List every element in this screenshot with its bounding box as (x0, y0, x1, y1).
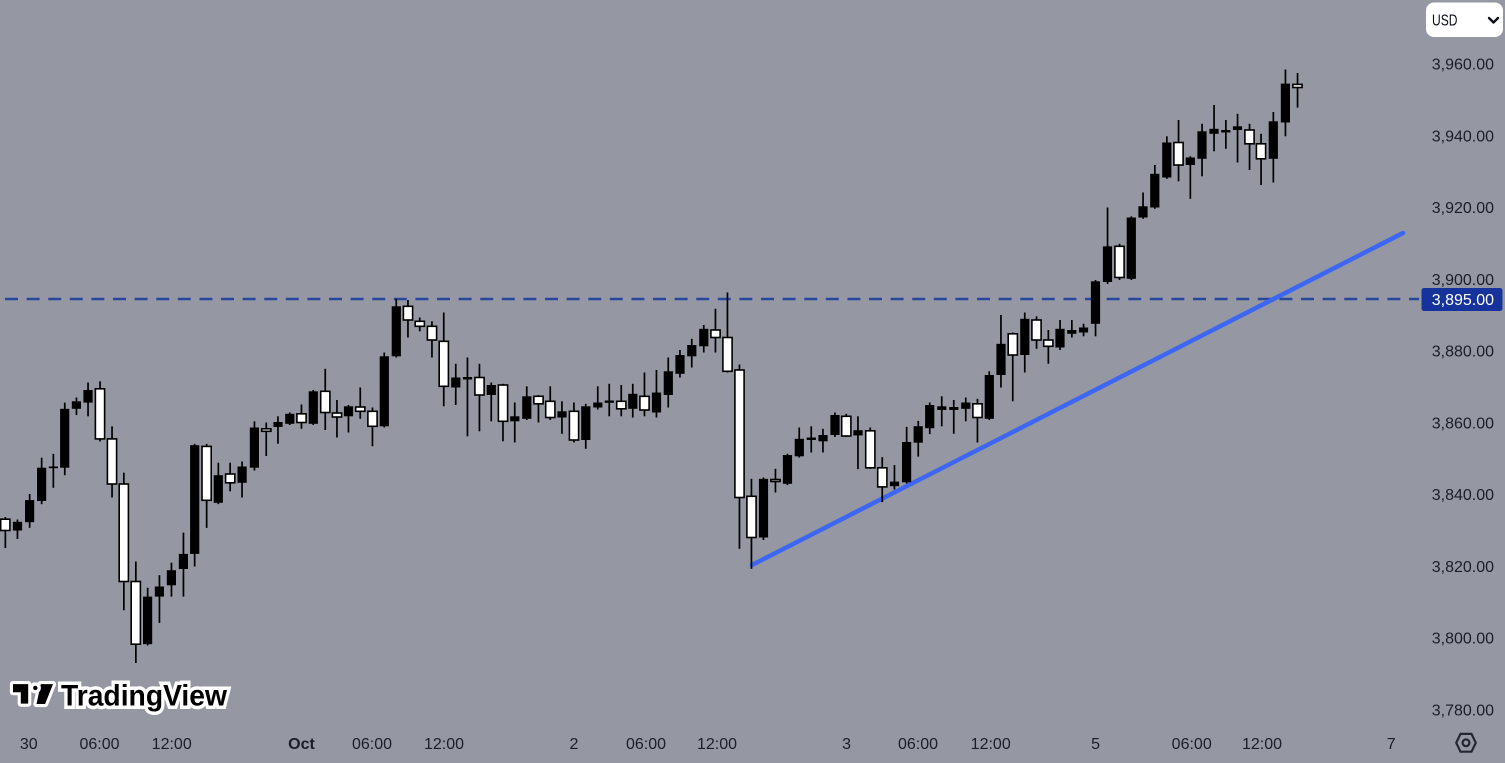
svg-text:12:00: 12:00 (697, 736, 737, 753)
svg-text:12:00: 12:00 (1242, 736, 1282, 753)
svg-text:TradingView: TradingView (61, 680, 228, 713)
svg-text:3,920.00: 3,920.00 (1432, 200, 1494, 217)
svg-text:12:00: 12:00 (424, 736, 464, 753)
svg-text:3,800.00: 3,800.00 (1432, 631, 1494, 648)
svg-text:3,900.00: 3,900.00 (1432, 272, 1494, 289)
svg-text:06:00: 06:00 (79, 736, 119, 753)
svg-text:3,880.00: 3,880.00 (1432, 344, 1494, 361)
svg-text:USD: USD (1432, 13, 1458, 30)
svg-text:30: 30 (20, 736, 38, 753)
svg-text:06:00: 06:00 (1172, 736, 1212, 753)
svg-text:3,895.00: 3,895.00 (1432, 292, 1494, 309)
svg-text:3,780.00: 3,780.00 (1432, 703, 1494, 720)
svg-text:3,820.00: 3,820.00 (1432, 559, 1494, 576)
svg-text:06:00: 06:00 (352, 736, 392, 753)
svg-text:Oct: Oct (288, 736, 315, 753)
svg-text:06:00: 06:00 (626, 736, 666, 753)
svg-text:3: 3 (842, 736, 851, 753)
svg-text:2: 2 (570, 736, 579, 753)
svg-text:5: 5 (1091, 736, 1100, 753)
svg-text:06:00: 06:00 (898, 736, 938, 753)
svg-text:12:00: 12:00 (152, 736, 192, 753)
svg-text:3,840.00: 3,840.00 (1432, 487, 1494, 504)
svg-text:3,860.00: 3,860.00 (1432, 415, 1494, 432)
svg-text:12:00: 12:00 (971, 736, 1011, 753)
svg-text:3,960.00: 3,960.00 (1432, 57, 1494, 74)
svg-text:3,940.00: 3,940.00 (1432, 128, 1494, 145)
svg-text:7: 7 (1387, 736, 1396, 753)
